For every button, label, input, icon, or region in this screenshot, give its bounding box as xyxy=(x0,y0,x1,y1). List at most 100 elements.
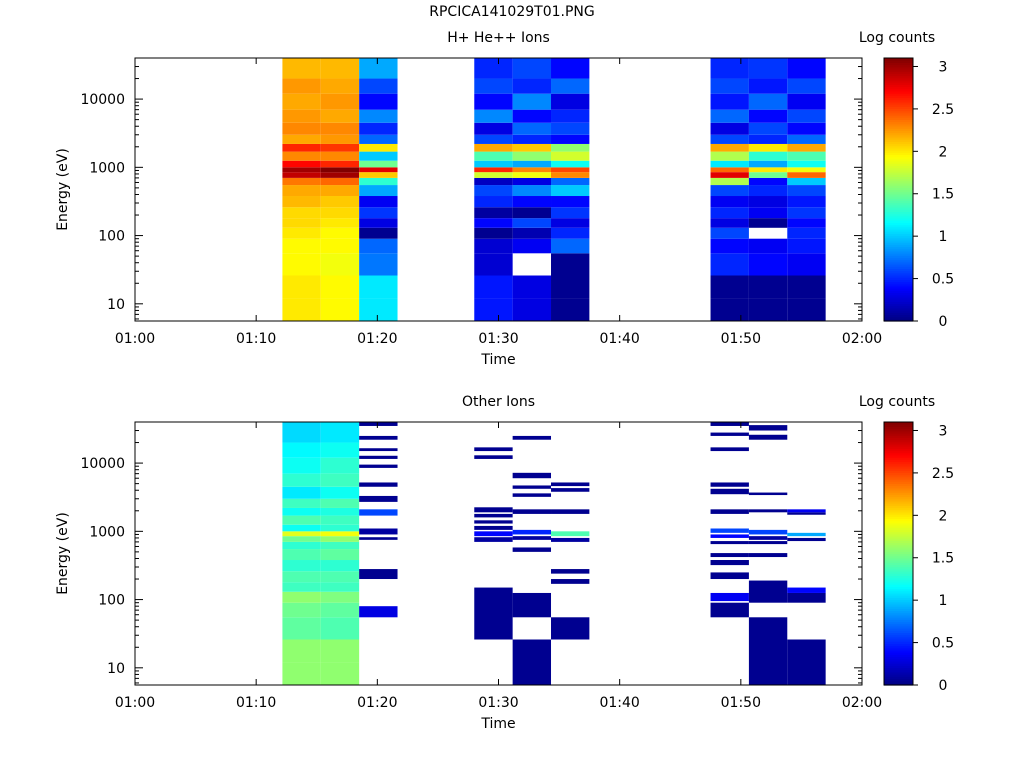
colorbar-swatch xyxy=(884,472,913,476)
colorbar-swatch xyxy=(884,533,913,537)
colorbar-swatch xyxy=(884,595,913,598)
colorbar-swatch xyxy=(884,182,913,186)
colorbar-tick-label: 0.5 xyxy=(932,636,954,652)
colorbar-swatch xyxy=(884,132,913,136)
colorbar-swatch xyxy=(884,632,913,636)
heatmap-cell xyxy=(282,531,321,537)
heatmap-cell xyxy=(359,143,398,152)
y-tick-label: 10 xyxy=(107,297,125,313)
heatmap-cell xyxy=(551,134,590,144)
heatmap-cell xyxy=(474,109,513,123)
heatmap-cell xyxy=(320,560,360,572)
colorbar-swatch xyxy=(884,432,913,436)
colorbar-swatch xyxy=(884,152,913,156)
colorbar-tick-label: 1.5 xyxy=(932,187,954,203)
heatmap-cell xyxy=(474,151,513,161)
colorbar-swatch xyxy=(884,68,913,72)
colorbar-tick-label: 2.5 xyxy=(932,466,954,482)
heatmap-cell xyxy=(359,58,398,79)
colorbar-swatch xyxy=(884,90,913,94)
heatmap-cell xyxy=(320,541,360,550)
heatmap-cell xyxy=(282,457,321,474)
heatmap-cell xyxy=(474,227,513,239)
heatmap-cell xyxy=(551,78,590,94)
heatmap-cell xyxy=(551,579,590,584)
heatmap-cell xyxy=(710,196,749,208)
x-tick-label: 01:10 xyxy=(236,331,276,347)
heatmap-cell xyxy=(282,143,321,152)
heatmap-cell xyxy=(787,253,826,276)
heatmap-cell xyxy=(748,553,788,558)
heatmap-cell xyxy=(710,185,749,197)
heatmap-cell xyxy=(320,58,360,79)
colorbar-swatch xyxy=(884,474,913,478)
colorbar-swatch xyxy=(884,242,913,245)
heatmap-cell xyxy=(359,196,398,208)
colorbar-swatch xyxy=(884,435,913,438)
colorbar-swatch xyxy=(884,198,913,202)
heatmap-cell xyxy=(787,509,826,513)
colorbar-swatch xyxy=(884,614,913,618)
heatmap-cell xyxy=(512,185,552,197)
heatmap-cell xyxy=(710,78,749,94)
heatmap-cell xyxy=(359,528,398,535)
heatmap-cell xyxy=(474,447,513,452)
heatmap-cell xyxy=(710,238,749,254)
heatmap-cell xyxy=(512,485,552,489)
colorbar-swatch xyxy=(884,498,913,502)
colorbar-swatch xyxy=(884,428,913,432)
colorbar-swatch xyxy=(884,542,913,546)
heatmap-cell xyxy=(320,227,360,239)
colorbar-swatch xyxy=(884,211,913,215)
colorbar-swatch xyxy=(884,557,913,561)
colorbar-swatch xyxy=(884,220,913,223)
heatmap-cell xyxy=(359,172,398,178)
heatmap-cell xyxy=(359,298,398,321)
heatmap-cell xyxy=(787,185,826,197)
colorbar-swatch xyxy=(884,237,913,241)
heatmap-cell xyxy=(787,93,826,110)
colorbar-swatch xyxy=(884,446,913,449)
panel-2: 01:00 01:10 01:20 01:30 01:40 01:50 02:00 Time 1… xyxy=(55,394,954,732)
colorbar-swatch xyxy=(884,601,913,605)
colorbar-swatch xyxy=(884,581,913,585)
colorbar-swatch xyxy=(884,546,913,550)
heatmap-cell xyxy=(710,122,749,135)
colorbar-swatch xyxy=(884,531,913,535)
colorbar-swatch xyxy=(884,628,913,631)
heatmap-cell xyxy=(748,177,788,186)
heatmap-cell xyxy=(474,587,513,640)
colorbar-swatch xyxy=(884,476,913,480)
heatmap-cell xyxy=(710,534,749,538)
heatmap-cell xyxy=(710,572,749,580)
figure-title: RPCICA141029T01.PNG xyxy=(429,4,595,20)
heatmap-cell xyxy=(320,515,360,525)
heatmap-cell xyxy=(551,160,590,168)
heatmap-cell xyxy=(282,486,321,499)
heatmap-cell xyxy=(710,160,749,168)
heatmap-cell xyxy=(787,532,826,537)
heatmap-cell xyxy=(710,560,749,566)
heatmap-cell xyxy=(710,447,749,452)
colorbar-swatch xyxy=(884,318,913,322)
heatmap-cell xyxy=(787,639,826,685)
colorbar-swatch xyxy=(884,538,913,541)
heatmap-cell xyxy=(551,253,590,276)
heatmap-cell xyxy=(320,78,360,94)
colorbar-swatch xyxy=(884,104,913,107)
heatmap-cell xyxy=(320,134,360,144)
heatmap-cell xyxy=(320,602,360,618)
colorbar-swatch xyxy=(884,128,913,131)
heatmap-cell xyxy=(551,207,590,219)
heatmap-cell xyxy=(320,109,360,123)
colorbar-swatch xyxy=(884,424,913,427)
heatmap-cell xyxy=(282,442,321,458)
heatmap-cell xyxy=(359,185,398,197)
colorbar-swatch xyxy=(884,204,913,208)
colorbar-swatch xyxy=(884,119,913,123)
heatmap-cell xyxy=(512,547,552,552)
colorbar-swatch xyxy=(884,468,913,471)
heatmap-cell xyxy=(512,435,552,440)
heatmap-cell xyxy=(512,275,552,299)
